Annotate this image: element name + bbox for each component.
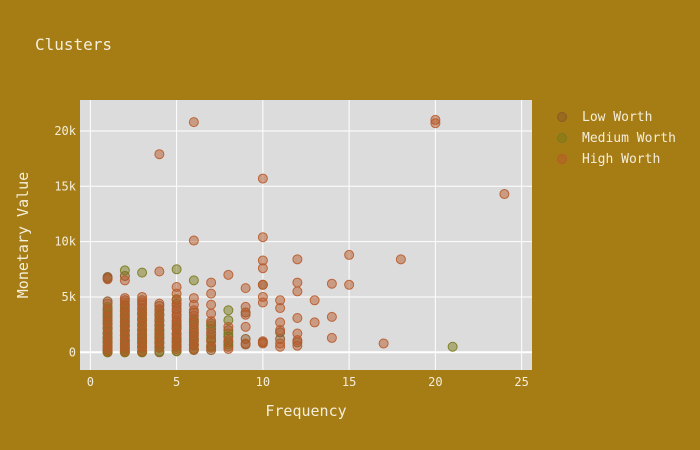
x-axis-title: Frequency xyxy=(265,402,346,420)
point-high-worth xyxy=(326,278,337,289)
point-high-worth xyxy=(378,338,389,349)
y-tick-label: 20k xyxy=(54,124,76,138)
x-tick-label: 5 xyxy=(173,375,180,389)
point-high-worth xyxy=(292,340,303,351)
point-high-worth xyxy=(154,266,165,277)
point-high-worth xyxy=(395,254,406,265)
point-high-worth xyxy=(119,346,130,357)
point-high-worth xyxy=(292,254,303,265)
y-axis-ticks: 0 5k 10k 15k 20k xyxy=(54,124,76,359)
point-high-worth xyxy=(240,283,251,294)
point-high-worth xyxy=(206,316,217,327)
y-tick-label: 5k xyxy=(62,290,77,304)
point-high-worth xyxy=(292,277,303,288)
point-high-worth xyxy=(275,325,286,336)
legend: Low Worth Medium Worth High Worth xyxy=(557,110,676,167)
point-high-worth xyxy=(206,277,217,288)
point-high-worth xyxy=(257,279,268,290)
legend-label: High Worth xyxy=(582,152,660,167)
y-axis-title: Monetary Value xyxy=(14,172,32,298)
point-high-worth xyxy=(326,332,337,343)
x-tick-label: 0 xyxy=(87,375,94,389)
legend-item-low-worth[interactable]: Low Worth xyxy=(557,110,653,125)
y-tick-label: 15k xyxy=(54,179,76,193)
x-tick-label: 15 xyxy=(342,375,356,389)
point-high-worth xyxy=(188,117,199,128)
point-medium-worth xyxy=(447,341,458,352)
point-high-worth xyxy=(102,346,113,357)
point-high-worth xyxy=(344,249,355,260)
point-high-worth xyxy=(171,343,182,354)
point-high-worth xyxy=(188,235,199,246)
point-high-worth xyxy=(344,279,355,290)
point-high-worth xyxy=(223,269,234,280)
x-tick-label: 10 xyxy=(256,375,270,389)
point-medium-worth xyxy=(188,275,199,286)
point-high-worth xyxy=(257,338,268,349)
point-medium-worth xyxy=(223,305,234,316)
legend-marker xyxy=(557,112,567,122)
point-high-worth xyxy=(223,335,234,346)
point-high-worth xyxy=(137,346,148,357)
chart-title: Clusters xyxy=(35,35,112,54)
point-high-worth xyxy=(292,312,303,323)
point-high-worth xyxy=(257,297,268,308)
point-high-worth xyxy=(309,317,320,328)
point-high-worth xyxy=(499,189,510,200)
point-high-worth xyxy=(188,343,199,354)
point-high-worth xyxy=(240,338,251,349)
point-high-worth xyxy=(257,173,268,184)
x-tick-label: 25 xyxy=(514,375,528,389)
point-high-worth xyxy=(119,275,130,286)
plot-area xyxy=(80,100,532,370)
point-high-worth xyxy=(257,263,268,274)
legend-item-medium-worth[interactable]: Medium Worth xyxy=(557,131,676,146)
legend-marker xyxy=(557,133,567,143)
y-tick-label: 10k xyxy=(54,235,76,249)
point-high-worth xyxy=(430,118,441,129)
point-medium-worth xyxy=(119,265,130,276)
legend-item-high-worth[interactable]: High Worth xyxy=(557,152,661,167)
point-high-worth xyxy=(223,343,234,354)
point-high-worth xyxy=(292,286,303,297)
data-points xyxy=(102,114,510,358)
point-high-worth xyxy=(206,288,217,299)
point-high-worth xyxy=(102,274,113,285)
legend-label: Low Worth xyxy=(582,110,652,125)
legend-marker xyxy=(557,154,567,164)
point-high-worth xyxy=(309,295,320,306)
point-high-worth xyxy=(275,341,286,352)
y-tick-label: 0 xyxy=(69,345,76,359)
point-high-worth xyxy=(223,321,234,332)
point-high-worth xyxy=(154,342,165,353)
point-high-worth xyxy=(206,299,217,310)
x-tick-label: 20 xyxy=(428,375,442,389)
point-high-worth xyxy=(206,342,217,353)
point-high-worth xyxy=(206,327,217,338)
point-high-worth xyxy=(275,303,286,314)
point-high-worth xyxy=(326,311,337,322)
x-axis-ticks: 0 5 10 15 20 25 xyxy=(87,375,529,389)
legend-label: Medium Worth xyxy=(582,131,676,146)
point-high-worth xyxy=(240,309,251,320)
point-medium-worth xyxy=(171,264,182,275)
point-high-worth xyxy=(240,321,251,332)
point-high-worth xyxy=(154,149,165,160)
point-medium-worth xyxy=(137,267,148,278)
point-high-worth xyxy=(257,232,268,243)
